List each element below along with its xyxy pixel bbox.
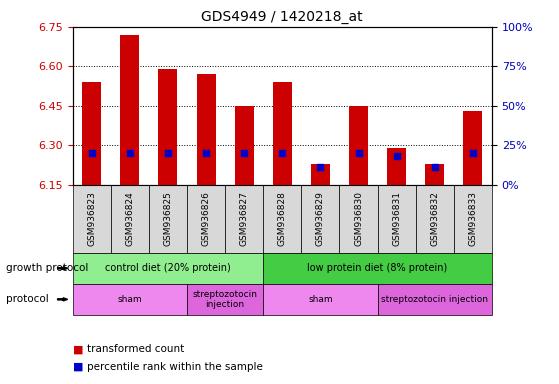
Bar [416, 185, 454, 253]
Text: GSM936826: GSM936826 [202, 192, 211, 246]
Text: GSM936829: GSM936829 [316, 192, 325, 246]
Text: GSM936832: GSM936832 [430, 192, 439, 246]
Text: GSM936828: GSM936828 [278, 192, 287, 246]
Bar [187, 185, 225, 253]
Text: sham: sham [308, 295, 333, 304]
Bar [311, 164, 330, 185]
Bar [463, 111, 482, 185]
Text: GSM936825: GSM936825 [163, 192, 173, 246]
Text: ■: ■ [73, 362, 83, 372]
Text: GSM936824: GSM936824 [125, 192, 134, 246]
Text: low protein diet (8% protein): low protein diet (8% protein) [307, 263, 448, 273]
Bar [377, 185, 416, 253]
Bar [120, 35, 139, 185]
Bar [111, 185, 149, 253]
Text: GSM936831: GSM936831 [392, 191, 401, 247]
Bar [377, 284, 492, 315]
Bar [73, 284, 187, 315]
Bar [301, 185, 339, 253]
Bar [187, 284, 263, 315]
Title: GDS4949 / 1420218_at: GDS4949 / 1420218_at [201, 10, 363, 25]
Text: growth protocol: growth protocol [6, 263, 88, 273]
Bar [197, 74, 216, 185]
Text: streptozotocin injection: streptozotocin injection [381, 295, 488, 304]
Text: percentile rank within the sample: percentile rank within the sample [87, 362, 263, 372]
Bar [349, 106, 368, 185]
Bar [263, 185, 301, 253]
Bar [82, 82, 101, 185]
Bar [149, 185, 187, 253]
Bar [454, 185, 492, 253]
Bar [225, 185, 263, 253]
Text: GSM936823: GSM936823 [87, 192, 96, 246]
Text: control diet (20% protein): control diet (20% protein) [105, 263, 231, 273]
Text: streptozotocin
injection: streptozotocin injection [193, 290, 258, 309]
Text: transformed count: transformed count [87, 344, 184, 354]
Text: ■: ■ [73, 344, 83, 354]
Bar [235, 106, 254, 185]
Bar [158, 69, 178, 185]
Bar [73, 185, 111, 253]
Text: sham: sham [117, 295, 142, 304]
Text: protocol: protocol [6, 295, 48, 305]
Bar [263, 253, 492, 284]
Text: GSM936827: GSM936827 [240, 192, 249, 246]
Bar [425, 164, 444, 185]
Text: GSM936833: GSM936833 [468, 191, 477, 247]
Text: GSM936830: GSM936830 [354, 191, 363, 247]
Bar [339, 185, 377, 253]
Bar [263, 284, 377, 315]
Bar [387, 148, 406, 185]
Bar [273, 82, 292, 185]
Bar [73, 253, 263, 284]
